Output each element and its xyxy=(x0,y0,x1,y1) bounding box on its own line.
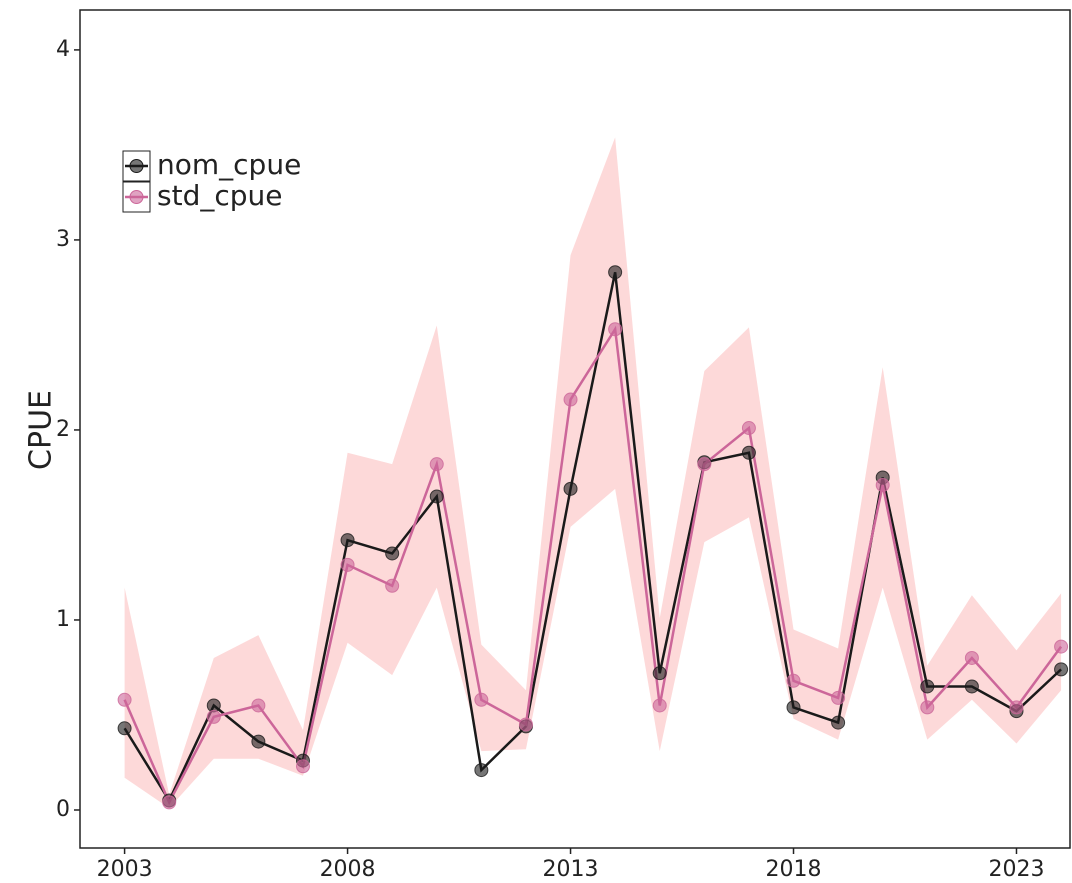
legend-label: std_cpue xyxy=(157,179,282,212)
data-point xyxy=(831,690,846,705)
data-point xyxy=(964,650,979,665)
data-point xyxy=(340,533,355,548)
data-point xyxy=(831,715,846,730)
data-point xyxy=(518,717,533,732)
data-point xyxy=(117,692,132,707)
confidence-band xyxy=(124,137,1062,809)
data-point xyxy=(1054,639,1069,654)
data-point xyxy=(563,481,578,496)
y-axis-title: CPUE xyxy=(24,390,59,470)
data-point xyxy=(920,700,935,715)
data-point xyxy=(385,578,400,593)
x-tick-label: 2003 xyxy=(97,857,153,882)
series-line xyxy=(123,271,1062,804)
y-tick-label: 2 xyxy=(56,417,70,442)
legend-key-box xyxy=(122,150,151,182)
data-point xyxy=(117,721,132,736)
data-point xyxy=(741,421,756,436)
y-tick-label: 1 xyxy=(56,607,70,632)
x-tick-label: 2018 xyxy=(766,857,822,882)
data-point xyxy=(474,692,489,707)
data-point xyxy=(608,322,623,337)
data-point xyxy=(162,795,177,810)
legend-label: nom_cpue xyxy=(157,148,301,181)
series-line xyxy=(123,325,1063,806)
x-tick-label: 2008 xyxy=(320,857,376,882)
data-point xyxy=(1054,662,1069,677)
x-tick-label: 2013 xyxy=(543,857,599,882)
data-point xyxy=(741,445,756,460)
data-point xyxy=(474,763,489,778)
data-point xyxy=(429,489,444,504)
legend-key-point xyxy=(129,190,144,204)
data-point xyxy=(563,392,578,407)
data-point xyxy=(251,734,266,749)
legend-key-box xyxy=(122,181,151,213)
data-point xyxy=(920,679,935,694)
data-point xyxy=(652,666,667,681)
data-point xyxy=(206,709,221,724)
data-point xyxy=(652,698,667,713)
y-tick-label: 4 xyxy=(56,37,70,62)
data-point xyxy=(1009,700,1024,715)
data-point xyxy=(697,457,712,472)
legend-key-point xyxy=(129,159,144,173)
y-tick-label: 3 xyxy=(56,227,70,252)
data-point xyxy=(385,546,400,561)
data-point xyxy=(340,557,355,572)
data-point xyxy=(429,457,444,472)
data-point xyxy=(295,759,310,774)
data-point xyxy=(964,679,979,694)
data-point xyxy=(608,265,623,280)
x-tick-label: 2023 xyxy=(988,857,1044,882)
data-point xyxy=(251,698,266,713)
data-point xyxy=(786,700,801,715)
panel-border xyxy=(79,9,1071,849)
data-point xyxy=(875,478,890,493)
y-tick-label: 0 xyxy=(56,797,70,822)
data-point xyxy=(786,673,801,688)
